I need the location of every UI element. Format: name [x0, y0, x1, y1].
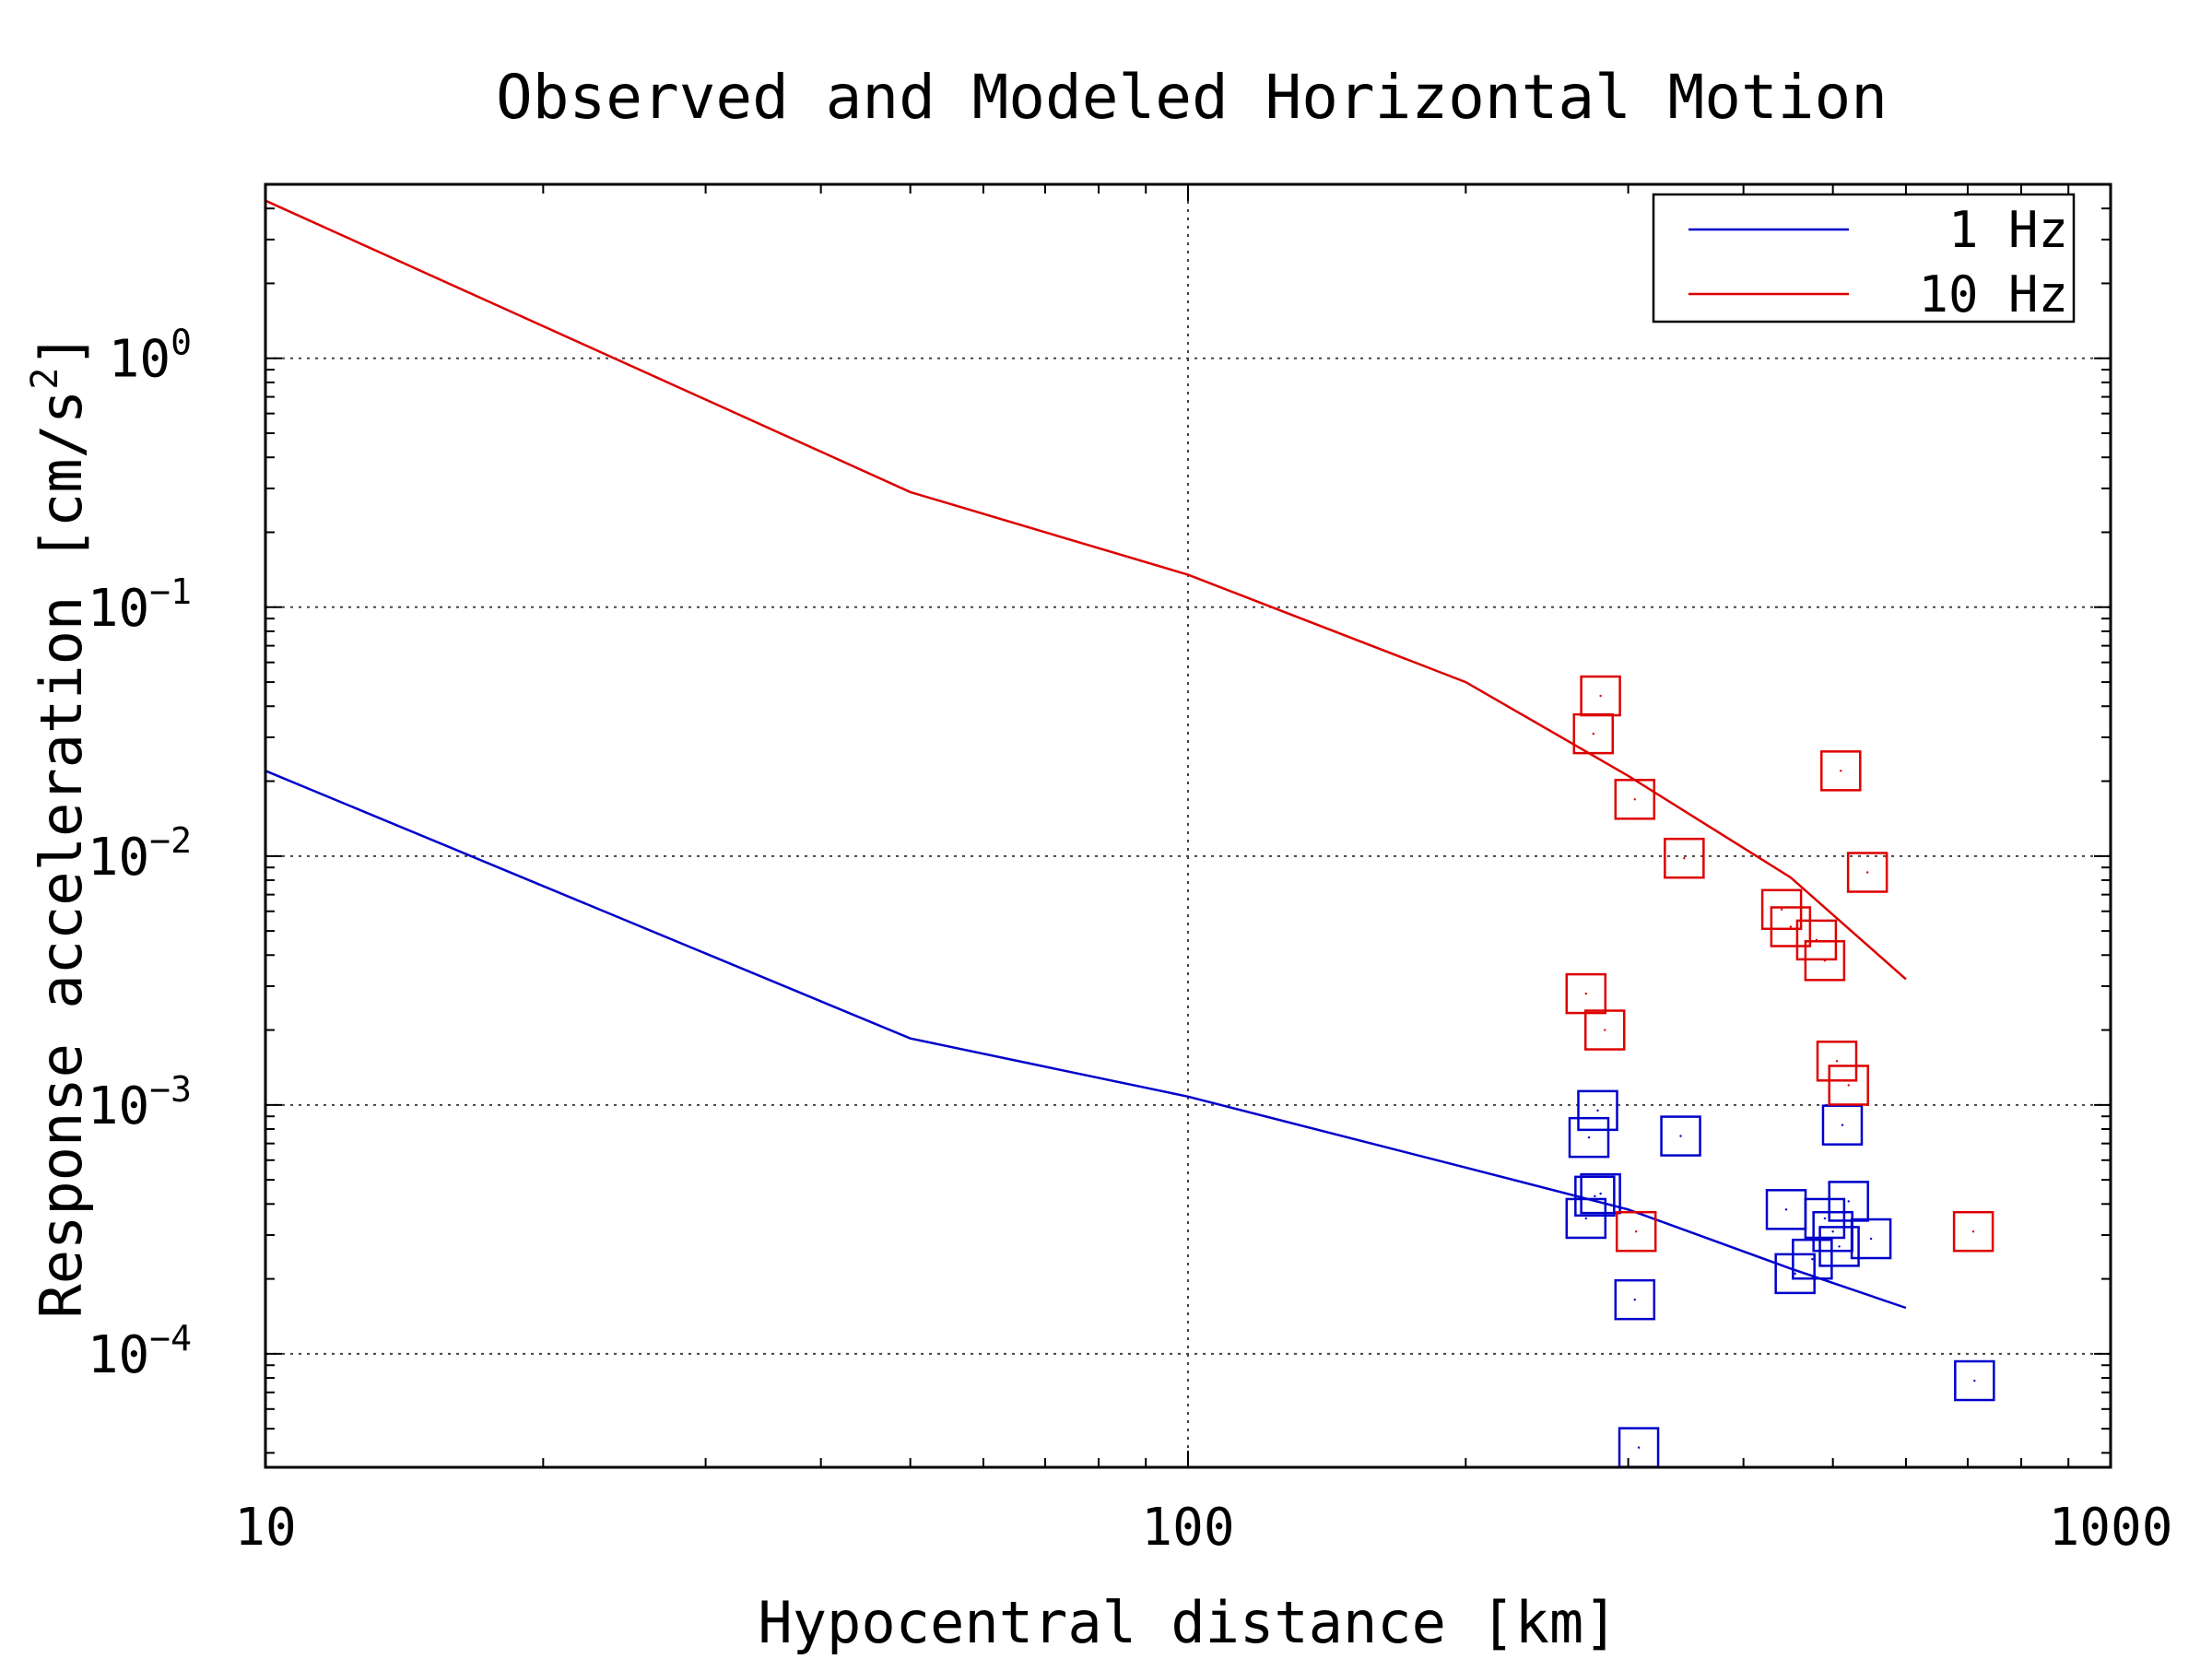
observed-point-10-hz — [1760, 888, 1803, 931]
observed-point-10-hz — [1615, 1210, 1657, 1253]
observed-point-center-1-hz — [1794, 1272, 1796, 1276]
y-tick-label-0: 100 — [109, 323, 192, 390]
observed-point-10-hz — [1580, 675, 1621, 717]
legend-label-10-hz: 10 Hz — [1918, 265, 2068, 324]
observed-point-center-10-hz — [1840, 770, 1842, 772]
observed-point-center-10-hz — [1599, 694, 1602, 698]
observed-point-center-1-hz — [1838, 1245, 1841, 1248]
observed-point-center-1-hz — [1973, 1379, 1976, 1382]
observed-point-center-10-hz — [1789, 925, 1793, 928]
observed-point-center-10-hz — [1633, 798, 1636, 801]
observed-point-center-1-hz — [1823, 1217, 1827, 1220]
y-tick-base: 10 — [88, 1325, 149, 1385]
y-tick-exponent: 0 — [171, 323, 192, 363]
observed-point-center-1-hz — [1831, 1230, 1834, 1233]
y-tick-base: 10 — [88, 828, 149, 888]
observed-point-10-hz — [1804, 940, 1846, 982]
observed-point-center-10-hz — [1683, 856, 1686, 860]
observed-point-1-hz — [1614, 1278, 1656, 1321]
observed-point-10-hz — [1795, 919, 1838, 961]
observed-point-10-hz — [1828, 1065, 1869, 1106]
observed-point-center-1-hz — [1584, 1217, 1587, 1220]
observed-point-center-10-hz — [1592, 732, 1594, 735]
observed-point-center-1-hz — [1784, 1208, 1788, 1211]
observed-point-1-hz — [1804, 1197, 1846, 1240]
observed-point-center-1-hz — [1599, 1192, 1602, 1195]
x-tick-label-0: 10 — [234, 1498, 296, 1558]
observed-point-10-hz — [1770, 906, 1812, 947]
observed-point-10-hz — [1816, 1041, 1858, 1082]
y-tick-base: 10 — [88, 579, 149, 639]
observed-point-center-10-hz — [1635, 1230, 1638, 1233]
observed-point-center-10-hz — [1604, 1029, 1606, 1031]
y-tick-label-4: 10−4 — [88, 1318, 192, 1385]
observed-point-center-10-hz — [1835, 1060, 1839, 1063]
observed-point-center-1-hz — [1596, 1109, 1599, 1112]
y-tick-base: 10 — [109, 330, 171, 390]
grid — [265, 184, 2111, 1467]
observed-point-center-10-hz — [1823, 959, 1827, 962]
model-line-10-hz — [265, 199, 1907, 981]
observed-point-1-hz — [1660, 1115, 1701, 1157]
y-tick-exponent: −4 — [149, 1318, 192, 1359]
observed-point-center-1-hz — [1679, 1135, 1682, 1137]
legend-box — [1652, 193, 2076, 324]
observed-point-center-1-hz — [1594, 1194, 1596, 1198]
y-tick-exponent: −1 — [149, 571, 192, 612]
x-tick-label-1: 100 — [1141, 1498, 1234, 1558]
observed-point-1-hz — [1818, 1226, 1860, 1267]
observed-point-10-hz — [1820, 750, 1862, 792]
y-axis-label-sup: 2 — [24, 368, 66, 390]
observed-point-center-10-hz — [1584, 992, 1587, 995]
observed-point-center-1-hz — [1637, 1446, 1641, 1449]
y-axis-label: Response acceleration [cm/s2] — [24, 333, 95, 1318]
y-tick-exponent: −2 — [149, 820, 192, 861]
observed-point-10-hz — [1664, 837, 1705, 879]
observed-point-10-hz — [1614, 779, 1656, 820]
observed-point-1-hz — [1568, 1116, 1610, 1159]
observed-point-1-hz — [1565, 1197, 1607, 1240]
observed-point-1-hz — [1580, 1172, 1621, 1215]
observed-point-1-hz — [1954, 1359, 1995, 1402]
observed-point-center-1-hz — [1841, 1124, 1844, 1126]
observed-point-10-hz — [1952, 1210, 1994, 1253]
observed-point-1-hz — [1850, 1218, 1892, 1260]
y-tick-exponent: −3 — [149, 1069, 192, 1110]
y-axis-label-main: Response acceleration [cm/s — [28, 390, 95, 1319]
x-axis-label: Hypocentral distance [km] — [758, 1589, 1618, 1656]
legend: 1 Hz 10 Hz — [1652, 193, 2076, 324]
observed-point-center-10-hz — [1865, 871, 1869, 874]
y-tick-base: 10 — [88, 1077, 149, 1136]
y-axis-label-end: ] — [28, 333, 95, 367]
observed-point-center-10-hz — [1847, 1084, 1850, 1087]
y-tick-label-1: 10−1 — [88, 571, 192, 639]
observed-point-center-1-hz — [1847, 1200, 1850, 1203]
observed-point-1-hz — [1774, 1253, 1816, 1295]
model-line-1-hz — [265, 770, 1907, 1310]
observed-point-10-hz — [1583, 1009, 1626, 1051]
observed-point-1-hz — [1792, 1238, 1833, 1280]
observed-point-center-10-hz — [1971, 1230, 1975, 1233]
observed-point-1-hz — [1574, 1175, 1616, 1218]
observed-point-center-1-hz — [1587, 1135, 1591, 1139]
y-tick-label-2: 10−2 — [88, 820, 192, 888]
observed-point-1-hz — [1828, 1181, 1869, 1222]
observed-point-center-1-hz — [1811, 1258, 1814, 1261]
x-tick-label-2: 1000 — [2049, 1498, 2173, 1558]
plot-area — [265, 199, 1995, 1468]
chart-title: Observed and Modeled Horizontal Motion — [496, 62, 1888, 133]
observed-point-10-hz — [1846, 852, 1888, 893]
observed-point-center-1-hz — [1869, 1237, 1873, 1241]
observed-point-1-hz — [1577, 1089, 1618, 1132]
observed-point-center-10-hz — [1780, 908, 1783, 911]
observed-point-center-1-hz — [1633, 1298, 1636, 1301]
y-tick-label-3: 10−3 — [88, 1069, 192, 1136]
legend-label-1-hz: 1 Hz — [1948, 201, 2068, 259]
